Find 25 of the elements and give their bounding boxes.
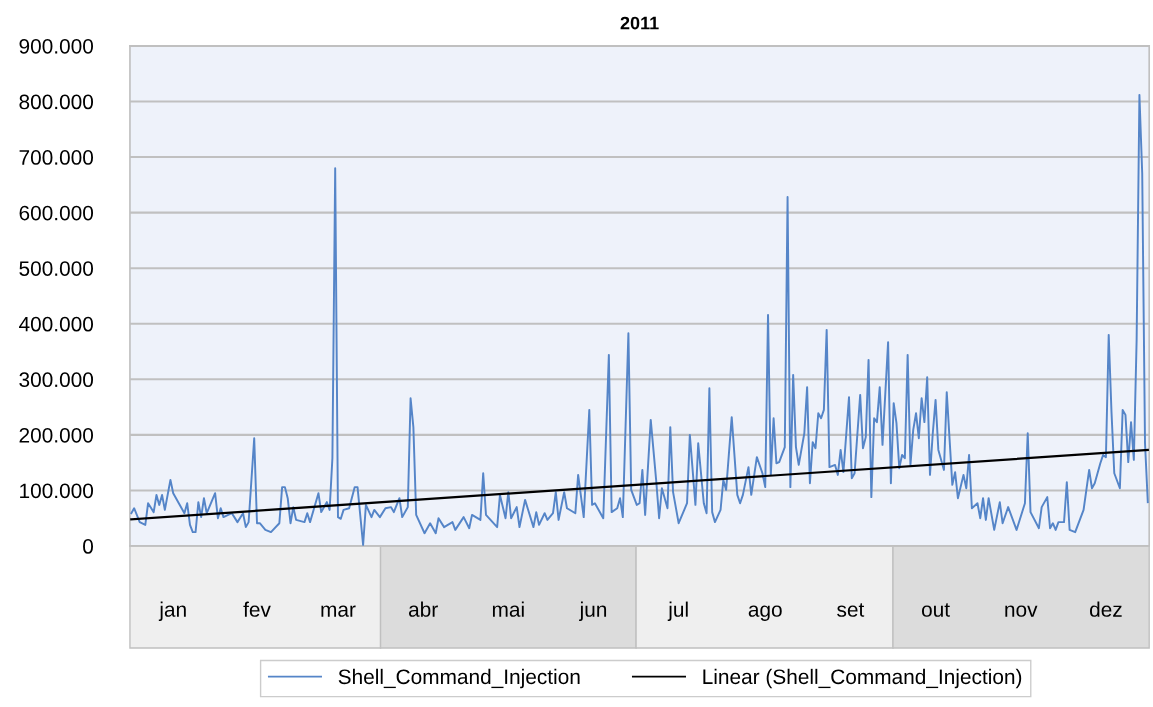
y-tick-label: 0 bbox=[83, 539, 94, 554]
x-tick-label: jul bbox=[667, 601, 688, 621]
legend-label: Linear (Shell_Command_Injection) bbox=[703, 668, 1022, 689]
y-tick-label: 400.000 bbox=[19, 316, 94, 332]
x-tick-label: mar bbox=[321, 605, 356, 617]
x-tick-label: ago bbox=[748, 605, 782, 621]
y-tick-label: 600.000 bbox=[19, 205, 94, 221]
y-tick-label: 700.000 bbox=[19, 150, 94, 165]
x-tick-label: out bbox=[921, 603, 950, 617]
y-tick-label: 800.000 bbox=[19, 94, 94, 110]
y-tick-label: 100.000 bbox=[20, 483, 94, 499]
legend-label: Shell_Command_Injection bbox=[338, 668, 580, 689]
y-tick-label: 500.000 bbox=[19, 261, 94, 276]
x-tick-label: dez bbox=[1089, 601, 1122, 617]
y-tick-label: 300.000 bbox=[19, 372, 94, 388]
x-tick-label: jan bbox=[158, 601, 186, 621]
chart-title: 2011 bbox=[620, 16, 659, 30]
y-tick-label: 900.000 bbox=[19, 38, 94, 54]
x-tick-label: fev bbox=[243, 601, 271, 617]
y-tick-label: 200.000 bbox=[19, 427, 94, 443]
x-tick-label: nov bbox=[1005, 605, 1038, 617]
x-tick-label: set bbox=[837, 603, 865, 617]
x-tick-label: abr bbox=[408, 601, 438, 617]
x-tick-label: jun bbox=[579, 601, 607, 621]
x-tick-label: mai bbox=[492, 601, 524, 617]
